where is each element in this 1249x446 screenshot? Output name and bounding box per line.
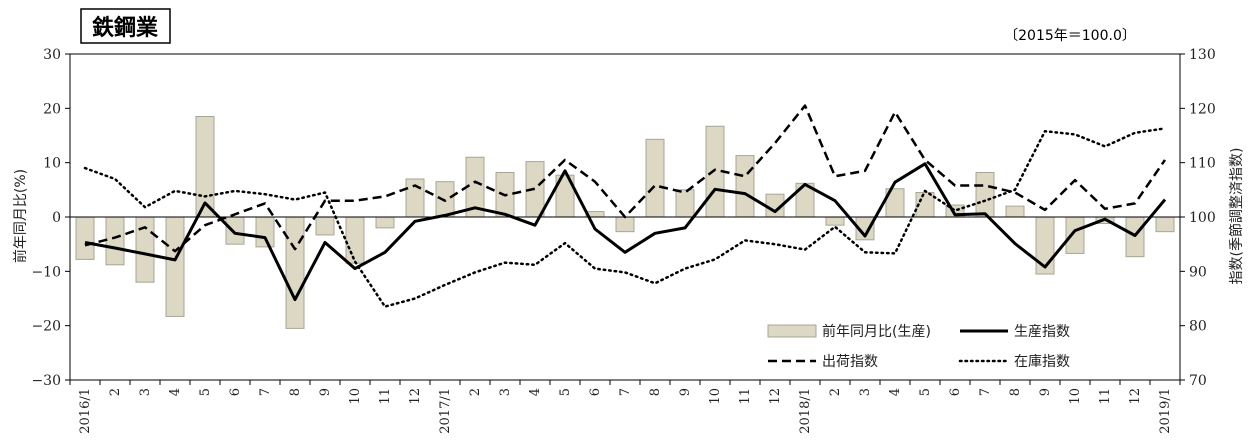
x-tick-label: 9 bbox=[1038, 388, 1053, 396]
legend-label-shipments: 出荷指数 bbox=[822, 354, 878, 370]
x-tick-label: 3 bbox=[498, 388, 513, 396]
x-tick-label: 7 bbox=[618, 388, 633, 396]
bar-yoy bbox=[1005, 205, 1025, 218]
x-tick-label: 12 bbox=[1128, 388, 1143, 405]
chart-title-box: 鉄鋼業 bbox=[80, 8, 171, 44]
x-tick-label: 9 bbox=[318, 388, 333, 396]
legend-label-production: 生産指数 bbox=[1014, 324, 1070, 340]
base-year-note: 〔2015年＝100.0〕 bbox=[1004, 28, 1136, 44]
bar-yoy bbox=[615, 216, 635, 233]
x-tick-label: 11 bbox=[1098, 388, 1113, 405]
y-axis-right: 130 120 110 100 90 80 70 bbox=[1180, 47, 1216, 389]
bar-yoy bbox=[825, 216, 845, 226]
legend: 前年同月比(生産) 生産指数 出荷指数 在庫指数 bbox=[767, 323, 1070, 370]
bar-yoy bbox=[225, 216, 245, 245]
legend-swatch-yoy bbox=[767, 324, 817, 338]
x-tick-label: 5 bbox=[558, 388, 573, 396]
x-tick-label: 11 bbox=[738, 388, 753, 405]
chart-title: 鉄鋼業 bbox=[92, 15, 159, 41]
bar-yoy bbox=[1065, 216, 1085, 254]
y-left-tick-label: 10 bbox=[43, 156, 61, 172]
bar-yoy bbox=[645, 138, 665, 218]
bar-yoy bbox=[255, 216, 275, 248]
line-series-group bbox=[83, 104, 1167, 308]
y-left-tick-label: 20 bbox=[43, 101, 61, 117]
x-tick-label: 2 bbox=[828, 388, 843, 396]
x-tick-label: 8 bbox=[288, 388, 303, 396]
legend-label-yoy: 前年同月比(生産) bbox=[822, 323, 931, 340]
y-axis-left: 30 20 10 0 −10 −20 −30 bbox=[31, 47, 70, 389]
x-tick-label: 4 bbox=[528, 388, 543, 396]
x-tick-label: 7 bbox=[258, 388, 273, 396]
bar-yoy bbox=[105, 216, 125, 266]
y-right-tick-label: 90 bbox=[1189, 264, 1207, 280]
y-right-tick-label: 100 bbox=[1189, 210, 1216, 226]
x-tick-label: 11 bbox=[378, 388, 393, 405]
x-tick-label: 6 bbox=[228, 388, 243, 396]
bar-yoy bbox=[285, 216, 305, 329]
y-right-tick-label: 70 bbox=[1189, 373, 1207, 389]
x-tick-label: 12 bbox=[768, 388, 783, 405]
x-tick-label: 3 bbox=[138, 388, 153, 396]
x-tick-label: 6 bbox=[588, 388, 603, 396]
x-tick-label: 12 bbox=[408, 388, 423, 405]
x-tick-label: 10 bbox=[1068, 388, 1083, 405]
bar-yoy bbox=[1155, 216, 1175, 233]
bar-series-yoy bbox=[75, 115, 1175, 329]
legend-label-inventory: 在庫指数 bbox=[1014, 353, 1070, 370]
bar-yoy bbox=[75, 216, 95, 260]
x-tick-label: 2 bbox=[108, 388, 123, 396]
x-tick-label: 5 bbox=[918, 388, 933, 396]
x-tick-label: 2018/1 bbox=[798, 388, 813, 434]
x-tick-label: 5 bbox=[198, 388, 213, 396]
x-tick-label: 10 bbox=[348, 388, 363, 405]
y-left-tick-label: −20 bbox=[31, 319, 61, 335]
x-tick-label: 9 bbox=[678, 388, 693, 396]
line-production-index bbox=[84, 162, 1167, 302]
bar-yoy bbox=[315, 216, 335, 236]
bar-yoy bbox=[975, 171, 995, 218]
line-inventory-index bbox=[83, 127, 1167, 308]
x-tick-label: 2016/1 bbox=[78, 388, 93, 434]
x-axis: 2016/1 2 3 4 5 6 7 8 9 10 11 12 2017/1 2 3 4 5 6 7 8 9 10 11 12… bbox=[69, 380, 1181, 434]
bar-yoy bbox=[675, 189, 695, 218]
x-tick-label: 8 bbox=[648, 388, 663, 396]
y-left-tick-label: −10 bbox=[31, 264, 61, 280]
y-axis-left-label: 前年同月比(%) bbox=[12, 169, 29, 263]
x-tick-label: 7 bbox=[978, 388, 993, 396]
y-right-tick-label: 130 bbox=[1189, 47, 1216, 63]
x-tick-label: 4 bbox=[168, 388, 183, 396]
y-right-tick-label: 80 bbox=[1189, 319, 1207, 335]
bar-yoy bbox=[735, 155, 755, 218]
x-tick-label: 6 bbox=[948, 388, 963, 396]
y-left-tick-label: 0 bbox=[52, 210, 61, 226]
x-tick-label: 4 bbox=[888, 388, 903, 396]
bar-yoy bbox=[345, 216, 365, 264]
x-tick-label: 2019/1 bbox=[1158, 388, 1173, 434]
y-axis-right-label: 指数(季節調整済指数) bbox=[1228, 148, 1245, 285]
bar-yoy bbox=[165, 216, 185, 317]
y-right-tick-label: 110 bbox=[1189, 156, 1216, 172]
y-right-tick-label: 120 bbox=[1189, 101, 1216, 117]
line-shipment-index bbox=[84, 104, 1167, 253]
x-tick-label: 8 bbox=[1008, 388, 1023, 396]
x-tick-label: 2 bbox=[468, 388, 483, 396]
x-tick-label: 10 bbox=[708, 388, 723, 405]
y-left-tick-label: −30 bbox=[31, 373, 61, 389]
y-left-tick-label: 30 bbox=[43, 47, 61, 63]
bar-yoy bbox=[375, 216, 395, 229]
x-tick-label: 2017/1 bbox=[438, 388, 453, 434]
x-tick-label: 3 bbox=[858, 388, 873, 396]
